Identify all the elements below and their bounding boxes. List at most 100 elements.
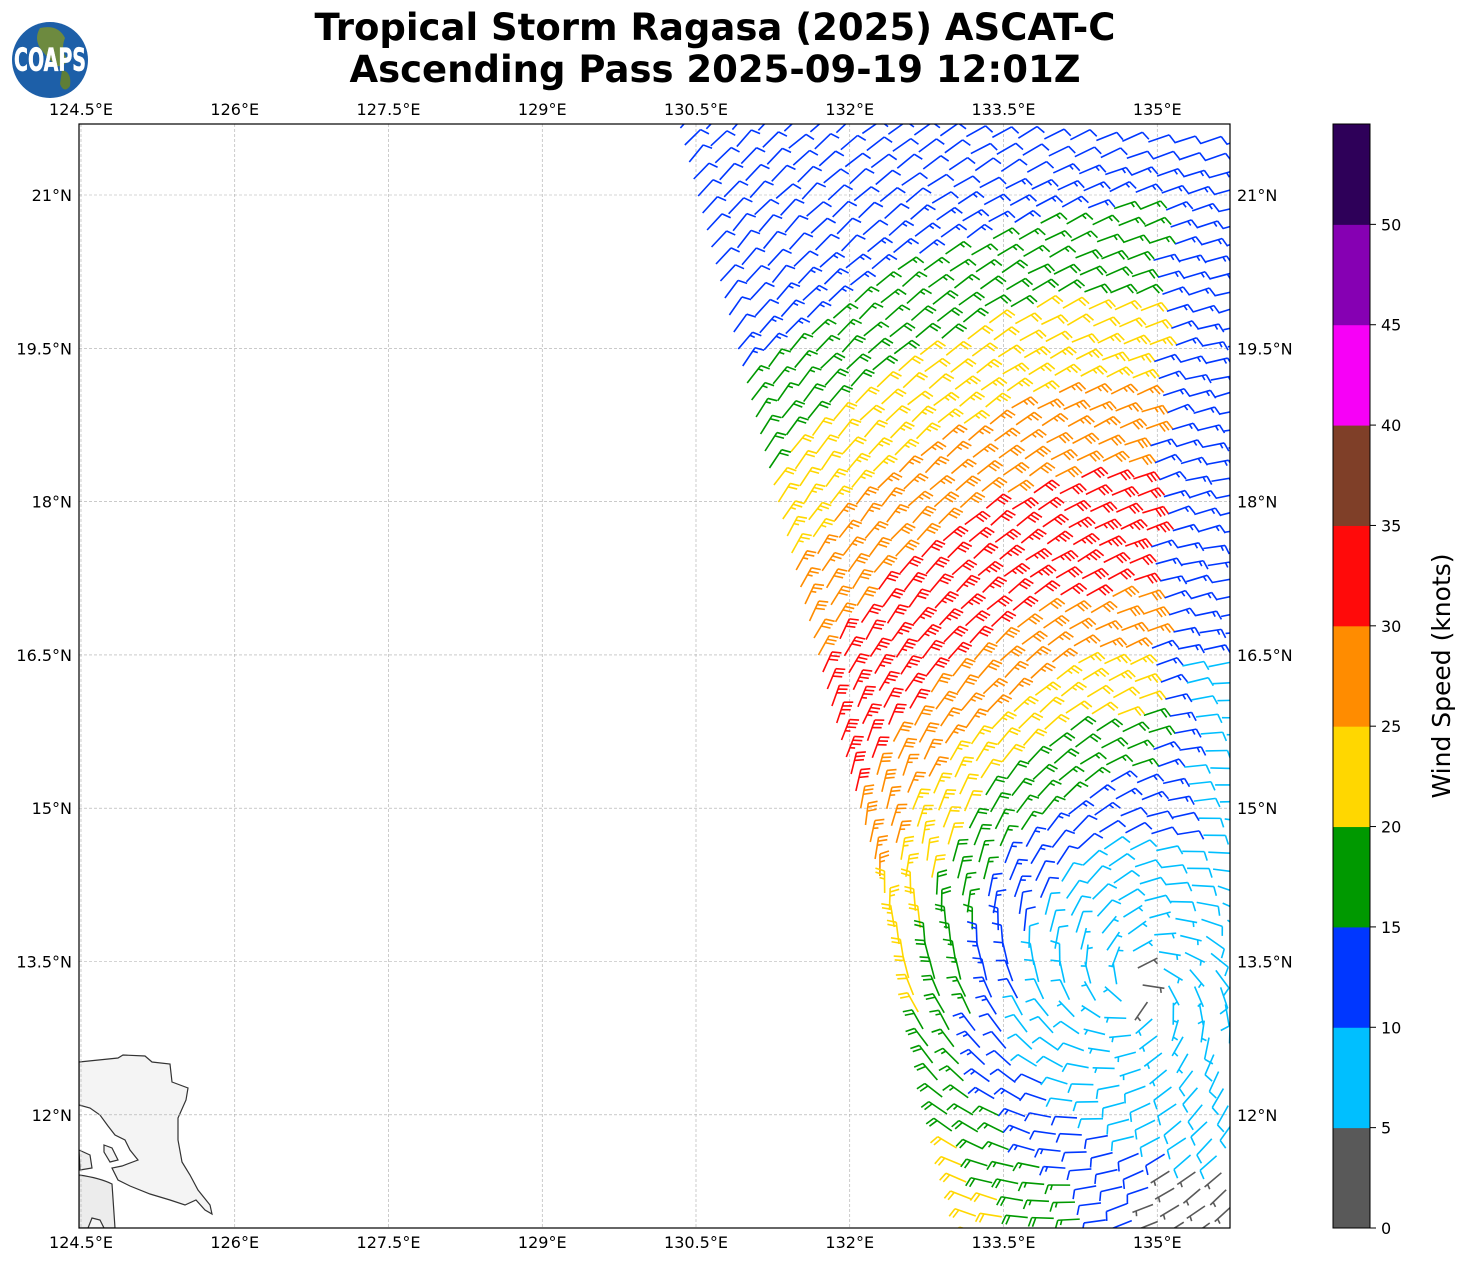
wind-barb: [1160, 575, 1188, 585]
wind-barb: [1089, 784, 1116, 799]
wind-barb: [981, 1140, 1009, 1151]
wind-barb: [921, 639, 945, 659]
wind-barb: [1210, 767, 1230, 770]
wind-barb: [843, 536, 867, 556]
wind-barb: [1154, 353, 1182, 363]
wind-barb: [1071, 333, 1099, 344]
wind-barb: [840, 234, 866, 252]
wind-barb: [1005, 177, 1033, 190]
lon-tick-label: 135°E: [1133, 1233, 1182, 1252]
wind-barb: [825, 568, 848, 589]
wind-barb: [1068, 800, 1095, 815]
wind-barb: [1039, 1165, 1066, 1176]
wind-barb: [1208, 1071, 1220, 1099]
wind-barb: [1136, 384, 1165, 396]
wind-barb: [772, 365, 797, 385]
wind-barb: [994, 808, 1015, 830]
wind-barb: [750, 281, 775, 300]
wind-barb: [1002, 994, 1023, 1016]
wind-barb: [854, 286, 880, 303]
wind-barb: [1056, 845, 1079, 865]
wind-barb: [1028, 922, 1039, 948]
wind-barb: [886, 919, 900, 945]
wind-barb: [719, 162, 744, 181]
wind-barb: [1102, 450, 1130, 463]
wind-barb: [1203, 1037, 1214, 1065]
wind-barb: [891, 621, 915, 641]
wind-barb: [1215, 784, 1230, 786]
wind-barb: [1185, 475, 1213, 485]
wind-barb: [832, 302, 859, 319]
wind-barb: [884, 304, 911, 321]
wind-barb: [979, 176, 1007, 189]
wind-barb: [740, 146, 766, 165]
wind-barb: [986, 595, 1013, 611]
lon-tick-label: 133.5°E: [972, 1233, 1036, 1252]
wind-barb: [758, 214, 783, 233]
wind-barb: [997, 344, 1025, 358]
wind-barb: [997, 1107, 1026, 1118]
wind-barb: [931, 854, 946, 878]
wind-barb: [985, 493, 1012, 509]
wind-barb: [892, 137, 919, 152]
wind-barb: [782, 500, 805, 520]
wind-barb: [834, 602, 857, 623]
wind-barb: [1234, 562, 1260, 570]
wind-barb: [1076, 450, 1105, 462]
wind-barb: [1077, 832, 1104, 849]
wind-barb: [1151, 639, 1180, 649]
graticule: [79, 124, 1230, 1228]
wind-barb: [1139, 876, 1168, 886]
wind-barb: [1222, 225, 1230, 230]
wind-barb: [1103, 836, 1131, 850]
wind-barb: [852, 669, 873, 691]
wind-barb: [1133, 572, 1162, 584]
wind-barb: [1031, 1036, 1059, 1051]
wind-barb: [1161, 184, 1189, 194]
wind-barb: [993, 326, 1020, 341]
wind-barb: [1129, 553, 1157, 566]
wind-barb: [1106, 1118, 1130, 1135]
colorbar-tick-label: 50: [1381, 215, 1401, 234]
wind-barb: [1229, 548, 1230, 551]
wind-barb: [889, 421, 915, 439]
wind-barb: [939, 124, 967, 137]
wind-barb: [811, 318, 837, 335]
wind-barb: [1137, 957, 1159, 969]
wind-barb: [1024, 1112, 1052, 1122]
wind-barb: [885, 405, 911, 422]
wind-barb: [1025, 826, 1047, 848]
wind-barb: [807, 400, 832, 420]
wind-barb: [862, 703, 882, 725]
wind-barb: [808, 501, 832, 521]
wind-barb: [793, 250, 819, 267]
wind-barb: [975, 741, 998, 762]
wind-barb: [1021, 630, 1048, 645]
wind-barb: [1051, 829, 1076, 848]
wind-barb: [1114, 1051, 1137, 1063]
wind-barb: [1076, 1202, 1102, 1216]
wind-barb: [1022, 728, 1048, 746]
wind-barb: [1159, 470, 1187, 481]
wind-barb: [1034, 1148, 1061, 1158]
wind-barb: [946, 440, 972, 458]
wind-barb: [821, 551, 844, 572]
wind-barb: [1125, 537, 1153, 550]
wind-barb: [899, 555, 924, 574]
wind-barb: [992, 227, 1020, 240]
wind-barb: [1206, 459, 1230, 466]
wind-barb: [806, 300, 832, 318]
wind-barb: [1170, 900, 1197, 912]
wind-barb: [1051, 549, 1079, 562]
wind-barb: [1061, 862, 1083, 882]
wind-barb: [1061, 1062, 1089, 1073]
wind-barb: [1203, 544, 1230, 555]
wind-barb: [788, 133, 815, 149]
wind-barb: [944, 724, 968, 744]
wind-barb: [928, 756, 949, 777]
wind-barb: [788, 232, 814, 250]
wind-barb: [945, 240, 972, 255]
colorbar-frame: [1332, 123, 1371, 1229]
wind-barb: [1060, 681, 1087, 697]
wind-barb: [1023, 345, 1051, 359]
